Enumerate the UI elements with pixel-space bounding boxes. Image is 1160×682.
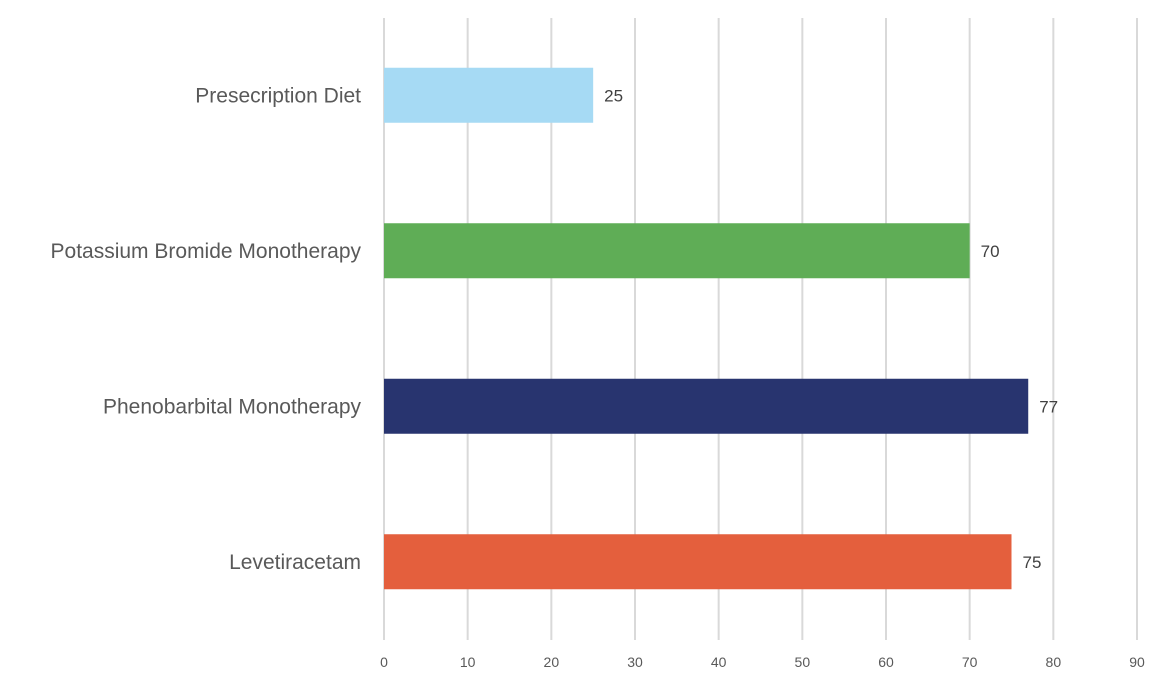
bar [384, 223, 970, 279]
bar [384, 378, 1029, 434]
category-labels: Presecription Diet Potassium Bromide Mono… [51, 84, 362, 574]
category-label: Levetiracetam [229, 551, 361, 574]
data-label: 77 [1039, 397, 1058, 416]
category-label: Potassium Bromide Monotherapy [51, 240, 362, 263]
x-tick-label: 60 [878, 654, 894, 670]
bar [384, 534, 1012, 590]
data-label: 75 [1023, 553, 1042, 572]
x-tick-label: 50 [795, 654, 811, 670]
x-tick-label: 30 [627, 654, 643, 670]
data-label: 70 [981, 242, 1000, 261]
x-tick-label: 0 [380, 654, 388, 670]
x-tick-label: 90 [1129, 654, 1145, 670]
bar [384, 67, 594, 123]
bars [384, 67, 1029, 590]
x-axis-ticks: 0 10 20 30 40 50 60 70 80 90 [380, 654, 1145, 670]
x-tick-label: 40 [711, 654, 727, 670]
data-labels: 25 70 77 75 [604, 86, 1058, 572]
category-label: Presecription Diet [195, 84, 361, 107]
x-tick-label: 10 [460, 654, 476, 670]
x-tick-label: 70 [962, 654, 978, 670]
x-tick-label: 80 [1046, 654, 1062, 670]
category-label: Phenobarbital Monotherapy [103, 395, 362, 418]
data-label: 25 [604, 86, 623, 105]
x-tick-label: 20 [544, 654, 560, 670]
